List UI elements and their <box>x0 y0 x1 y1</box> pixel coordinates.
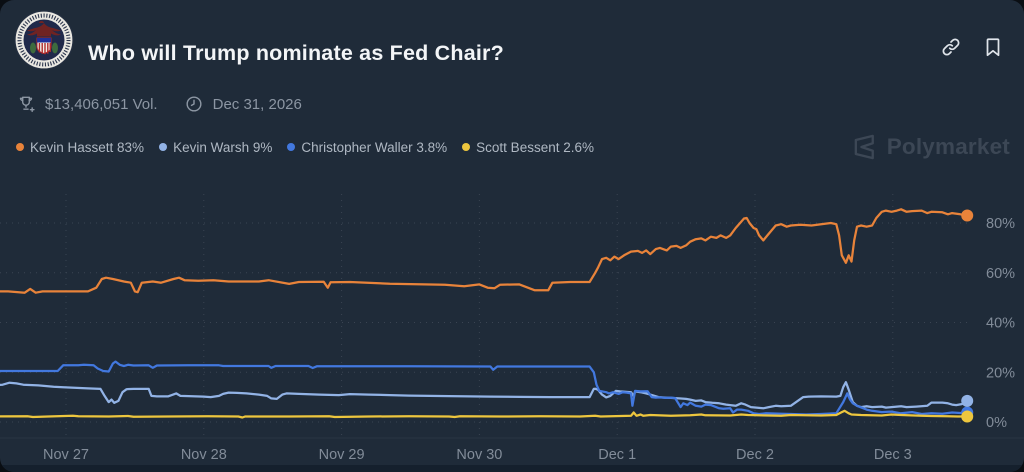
x-axis-label: Nov 28 <box>181 447 227 463</box>
legend-item-scott-bessent: Scott Bessent 2.6% <box>462 140 594 155</box>
legend-dot <box>16 143 24 151</box>
series-line-kevin-warsh <box>0 381 969 410</box>
x-axis-label: Dec 1 <box>598 447 636 463</box>
trophy-icon <box>16 94 36 114</box>
legend-dot <box>462 143 471 151</box>
series-line-christopher-waller <box>0 360 969 416</box>
bottom-strip <box>0 465 1024 472</box>
legend-item-kevin-hassett: Kevin Hassett 83% <box>16 140 144 155</box>
series-line-scott-bessent <box>0 409 969 419</box>
legend: Kevin Hassett 83% Kevin Warsh 9% Christoph… <box>16 140 594 155</box>
legend-label: Christopher Waller 3.8% <box>301 139 448 155</box>
y-axis-label: 20% <box>986 365 1015 381</box>
watermark-label: Polymarket <box>886 134 1010 159</box>
legend-label: Scott Bessent 2.6% <box>476 139 594 155</box>
legend-row: Kevin Hassett 83% Kevin Warsh 9% Christoph… <box>16 130 1010 164</box>
header-actions <box>940 36 1004 58</box>
federal-reserve-seal-icon <box>14 10 74 70</box>
y-axis-label: 80% <box>986 216 1015 232</box>
series-end-dot-kevin-hassett <box>961 209 974 222</box>
legend-label: Kevin Hassett 83% <box>30 139 145 155</box>
series-end-dot-scott-bessent <box>961 410 974 423</box>
bookmark-icon[interactable] <box>982 36 1004 58</box>
market-stats: $13,406,051 Vol. Dec 31, 2026 <box>16 94 302 114</box>
x-axis-label: Nov 30 <box>456 447 502 463</box>
x-axis-label: Nov 27 <box>43 447 89 463</box>
legend-item-christopher-waller: Christopher Waller 3.8% <box>287 140 447 155</box>
x-axis-label: Dec 3 <box>874 447 912 463</box>
volume-text: $13,406,051 Vol. <box>45 95 158 113</box>
y-axis-label: 40% <box>986 316 1015 332</box>
end-date-text: Dec 31, 2026 <box>212 95 302 113</box>
page-title: Who will Trump nominate as Fed Chair? <box>88 41 504 66</box>
legend-dot <box>159 143 168 151</box>
x-axis-label: Nov 29 <box>319 447 365 463</box>
copy-link-icon[interactable] <box>940 36 962 58</box>
series-end-dot-kevin-warsh <box>961 394 974 407</box>
y-axis-label: 0% <box>986 415 1007 431</box>
polymarket-logo-icon <box>850 133 878 161</box>
legend-item-kevin-warsh: Kevin Warsh 9% <box>159 140 272 155</box>
price-chart[interactable]: 0% 20% 40% 60% 80% Nov 27 Nov 28 Nov 29 Nov 30 De… <box>0 182 1024 472</box>
y-axis-label: 60% <box>986 266 1015 282</box>
legend-label: Kevin Warsh 9% <box>173 139 273 155</box>
series-line-kevin-hassett <box>0 208 969 294</box>
clock-icon <box>184 94 204 114</box>
legend-dot <box>287 143 296 151</box>
polymarket-watermark: Polymarket <box>850 133 1010 161</box>
x-axis-label: Dec 2 <box>736 447 774 463</box>
